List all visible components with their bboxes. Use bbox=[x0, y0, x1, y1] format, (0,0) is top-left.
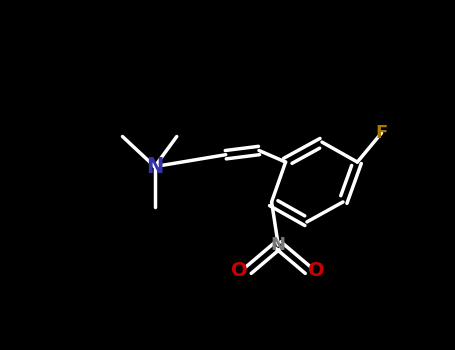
Text: F: F bbox=[375, 124, 388, 142]
Text: O: O bbox=[232, 261, 248, 280]
Text: N: N bbox=[271, 236, 286, 254]
Text: N: N bbox=[146, 156, 163, 177]
Text: O: O bbox=[308, 261, 325, 280]
